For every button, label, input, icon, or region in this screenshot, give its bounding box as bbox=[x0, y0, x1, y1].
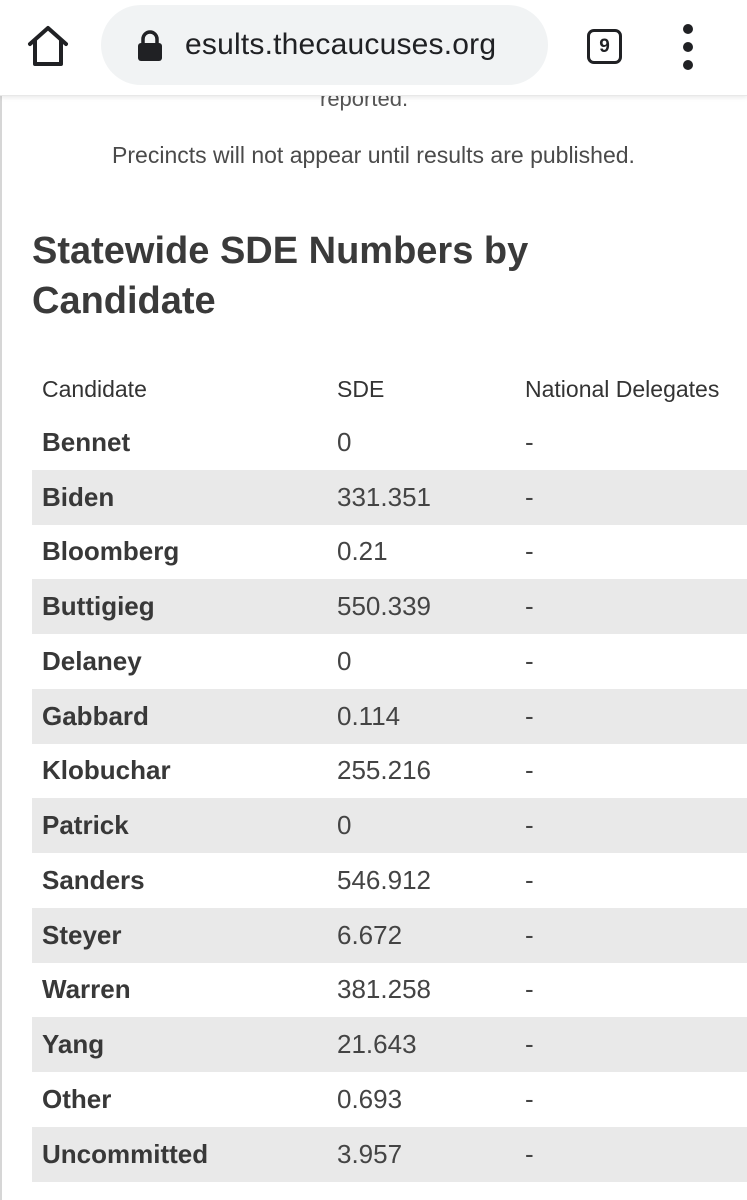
table-row: Other 0.693 - bbox=[32, 1072, 747, 1127]
tab-count: 9 bbox=[587, 29, 622, 64]
sde-cell: 3.957 bbox=[327, 1126, 515, 1182]
column-header-sde: SDE bbox=[337, 375, 385, 402]
table-row: Sanders 546.912 - bbox=[32, 853, 747, 908]
candidate-cell: Gabbard bbox=[32, 688, 327, 744]
tab-switcher-button[interactable]: 9 bbox=[584, 26, 624, 66]
table-row: Gabbard 0.114- bbox=[32, 688, 747, 744]
sde-cell: 0.114 bbox=[327, 688, 515, 744]
sde-cell: 21.643 bbox=[327, 1017, 515, 1072]
candidate-cell: Sanders bbox=[42, 864, 145, 895]
page-edge bbox=[0, 95, 2, 1200]
delegates-cell: - bbox=[515, 469, 747, 525]
sde-cell: 6.672 bbox=[327, 907, 515, 963]
lock-icon bbox=[137, 30, 163, 62]
more-menu-button[interactable] bbox=[672, 24, 706, 70]
candidate-cell: Steyer bbox=[32, 907, 327, 963]
table-row: Delaney 0 - bbox=[32, 634, 747, 689]
table-row: Steyer 6.672- bbox=[32, 907, 747, 963]
candidate-cell: Uncommitted bbox=[32, 1126, 327, 1182]
candidate-cell: Biden bbox=[32, 469, 327, 525]
delegates-cell: - bbox=[525, 536, 534, 567]
delegates-cell: - bbox=[515, 1126, 747, 1182]
candidate-cell: Warren bbox=[42, 974, 131, 1005]
table-row: Yang 21.643- bbox=[32, 1017, 747, 1072]
delegates-cell: - bbox=[515, 798, 747, 853]
sde-cell: 0.693 bbox=[337, 1083, 403, 1114]
candidate-cell: Yang bbox=[32, 1017, 327, 1072]
sde-cell: 550.339 bbox=[327, 579, 515, 634]
sde-cell: 0.21 bbox=[337, 536, 388, 567]
candidate-cell: Other bbox=[42, 1083, 112, 1114]
sde-cell: 381.258 bbox=[337, 974, 431, 1005]
candidate-cell: Bloomberg bbox=[42, 536, 180, 567]
sde-cell: 0 bbox=[337, 645, 352, 676]
table-body: Bennet 0- Biden 331.351- Bloomberg 0.21- Butti… bbox=[32, 415, 747, 1182]
table-row: Warren 381.258 - bbox=[32, 963, 747, 1018]
table-row: Klobuchar 255.216 - bbox=[32, 744, 747, 799]
address-bar[interactable]: esults.thecaucuses.org bbox=[101, 5, 548, 85]
table-header-row: Candidate SDE National Delegates bbox=[32, 363, 747, 415]
column-header-candidate: Candidate bbox=[42, 375, 147, 402]
column-header-national-delegates: National Delegates bbox=[525, 375, 720, 402]
sde-cell: 0 bbox=[327, 798, 515, 853]
sde-results-table: Candidate SDE National Delegates Bennet 0… bbox=[32, 363, 747, 1182]
table-row: Patrick 0- bbox=[32, 798, 747, 853]
table-row: Bennet 0 - bbox=[32, 415, 747, 470]
url-text[interactable]: esults.thecaucuses.org bbox=[185, 28, 497, 61]
table-row: Buttigieg 550.339- bbox=[32, 579, 747, 634]
home-button[interactable] bbox=[24, 22, 72, 70]
delegates-cell: - bbox=[515, 688, 747, 744]
candidate-cell: Patrick bbox=[32, 798, 327, 853]
delegates-cell: - bbox=[525, 864, 534, 895]
browser-toolbar: esults.thecaucuses.org 9 bbox=[0, 0, 747, 96]
candidate-cell: Bennet bbox=[42, 426, 131, 457]
sde-cell: 331.351 bbox=[327, 469, 515, 525]
table-row: Bloomberg 0.21 - bbox=[32, 525, 747, 580]
sde-cell: 546.912 bbox=[337, 864, 431, 895]
page-title: Statewide SDE Numbers by Candidate bbox=[32, 230, 529, 322]
delegates-cell: - bbox=[515, 579, 747, 634]
delegates-cell: - bbox=[515, 1017, 747, 1072]
home-icon bbox=[28, 26, 68, 66]
delegates-cell: - bbox=[525, 755, 534, 786]
candidate-cell: Delaney bbox=[42, 645, 142, 676]
delegates-cell: - bbox=[525, 645, 534, 676]
sde-cell: 255.216 bbox=[337, 755, 431, 786]
sde-cell: 0 bbox=[337, 426, 352, 457]
delegates-cell: - bbox=[525, 1083, 534, 1114]
delegates-cell: - bbox=[525, 974, 534, 1005]
publish-notice: Precincts will not appear until results … bbox=[112, 142, 635, 168]
candidate-cell: Buttigieg bbox=[32, 579, 327, 634]
candidate-cell: Klobuchar bbox=[42, 755, 171, 786]
table-row: Uncommitted 3.957- bbox=[32, 1126, 747, 1182]
delegates-cell: - bbox=[525, 426, 534, 457]
delegates-cell: - bbox=[515, 907, 747, 963]
table-row: Biden 331.351- bbox=[32, 469, 747, 525]
